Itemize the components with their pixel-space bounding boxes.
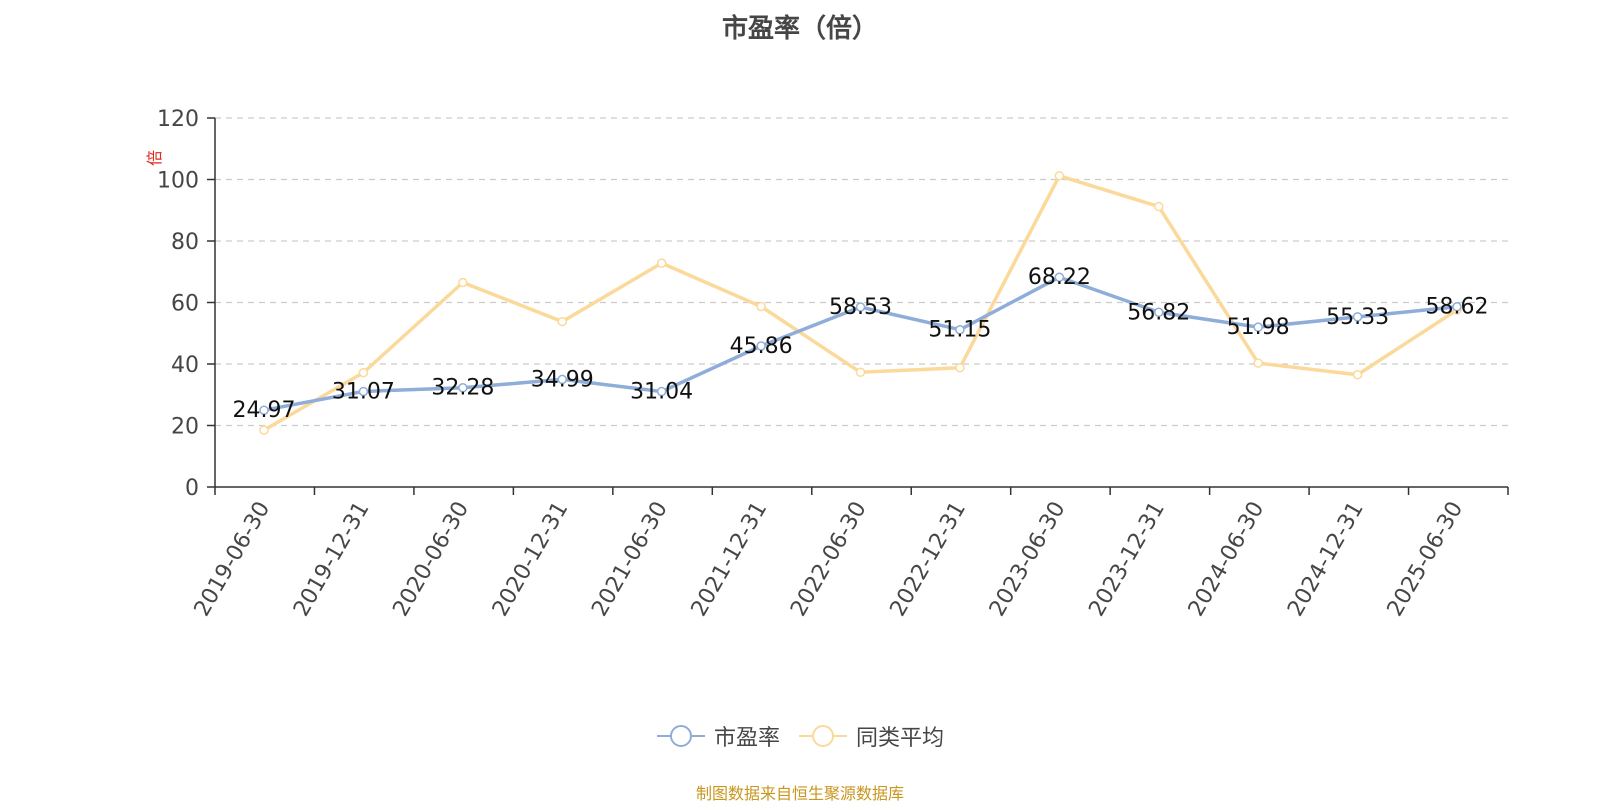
data-label: 58.53 — [829, 295, 892, 320]
data-point — [557, 374, 567, 385]
data-point — [1253, 322, 1263, 332]
x-tick-label: 2021-06-30 — [587, 498, 673, 621]
data-point — [259, 405, 269, 415]
x-tick-label: 2025-06-30 — [1383, 498, 1469, 621]
data-point — [656, 258, 667, 268]
data-label: 32.28 — [431, 376, 494, 401]
x-tick-label: 2022-12-31 — [886, 498, 972, 621]
data-point — [855, 367, 866, 378]
data-point — [656, 386, 667, 397]
legend-label-peer-avg: 同类平均 — [856, 726, 945, 751]
data-label: 56.82 — [1127, 300, 1190, 325]
data-label: 51.15 — [928, 318, 991, 343]
data-point — [1352, 370, 1363, 380]
x-tick-label: 2019-06-30 — [190, 498, 276, 621]
data-label: 31.07 — [332, 379, 395, 404]
data-label: 34.99 — [531, 367, 594, 392]
data-point — [1253, 358, 1263, 368]
data-point — [458, 382, 468, 393]
data-point — [557, 316, 567, 327]
x-tick-label: 2024-06-30 — [1184, 498, 1270, 621]
data-point — [1452, 301, 1462, 312]
legend: 市盈率 同类平均 — [0, 720, 1600, 752]
x-tick-label: 2023-06-30 — [985, 498, 1071, 621]
series-lines — [259, 171, 1462, 435]
data-label: 24.97 — [233, 398, 296, 423]
data-label: 68.22 — [1028, 265, 1091, 290]
legend-item-pe[interactable]: 市盈率 — [656, 720, 780, 752]
data-point — [358, 386, 369, 397]
x-tick-label: 2024-12-31 — [1283, 498, 1369, 621]
legend-label-pe: 市盈率 — [713, 726, 780, 751]
y-tick-label: 20 — [171, 415, 199, 440]
y-tick-label: 120 — [157, 107, 199, 132]
data-point — [358, 367, 369, 378]
data-point — [1054, 171, 1065, 181]
y-tick-label: 60 — [171, 292, 199, 317]
x-tick-label: 2022-06-30 — [786, 498, 872, 621]
data-label: 51.98 — [1227, 315, 1290, 340]
data-point — [756, 301, 766, 312]
data-labels: 24.97 31.07 32.28 34.99 31.04 45.86 58.53 51.15… — [233, 265, 1489, 423]
x-tick-label: 2021-12-31 — [687, 498, 773, 621]
y-axis-label: 倍 — [145, 150, 164, 166]
data-point — [855, 302, 866, 312]
data-label: 58.62 — [1426, 295, 1489, 320]
chart-title: 市盈率（倍） — [721, 14, 878, 44]
data-point — [259, 425, 269, 435]
data-point — [458, 277, 468, 288]
y-tick-label: 0 — [185, 476, 199, 501]
data-label: 45.86 — [730, 334, 793, 359]
data-label: 55.33 — [1326, 305, 1389, 330]
legend-swatch-pe-icon — [656, 725, 705, 747]
data-point — [955, 324, 965, 335]
data-point — [1054, 272, 1065, 282]
y-tick-label: 40 — [171, 353, 199, 378]
legend-item-peer-avg[interactable]: 同类平均 — [798, 720, 944, 752]
data-point — [1352, 312, 1363, 322]
data-point — [756, 341, 766, 351]
x-tick-label: 2019-12-31 — [289, 498, 375, 621]
data-label: 31.04 — [630, 380, 693, 405]
data-point — [1154, 201, 1164, 212]
y-tick-label: 100 — [157, 169, 199, 194]
x-tick-label: 2023-12-31 — [1084, 498, 1170, 621]
data-point — [955, 362, 965, 373]
x-tick-label: 2020-12-31 — [488, 498, 574, 621]
legend-swatch-peer-avg-icon — [799, 725, 847, 747]
y-tick-label: 80 — [171, 230, 199, 255]
gridlines — [215, 117, 1508, 427]
data-point — [1154, 307, 1164, 318]
x-tick-label: 2020-06-30 — [388, 498, 474, 621]
source-note: 制图数据来自恒生聚源数据库 — [695, 784, 904, 803]
